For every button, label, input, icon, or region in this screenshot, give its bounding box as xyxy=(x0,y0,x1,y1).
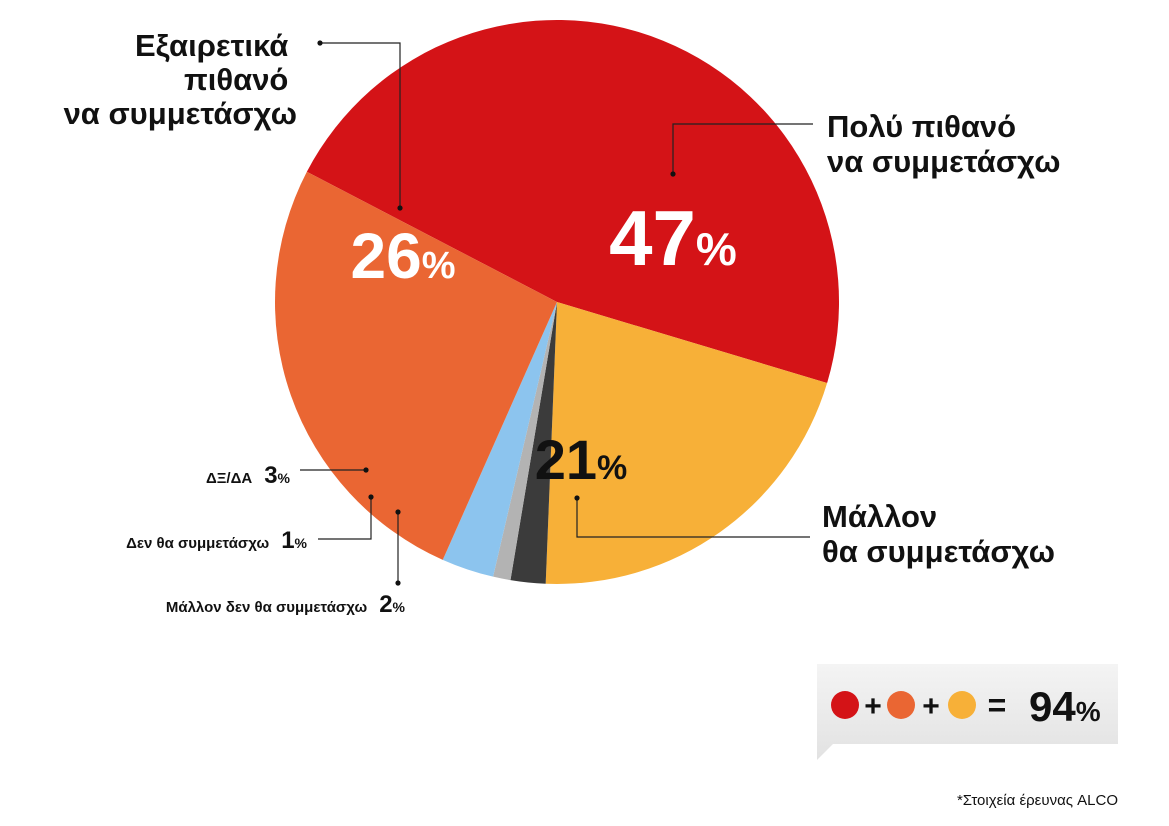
label-value: 1 xyxy=(281,527,294,554)
value-percent: % xyxy=(696,223,737,275)
summary-dot-orange xyxy=(887,691,915,719)
summary-plus: + xyxy=(922,690,940,723)
label-rather-will: Μάλλον θα συμμετάσχω xyxy=(822,499,1055,569)
value-label-very-likely: 47% xyxy=(609,194,737,282)
summary-dot-red xyxy=(831,691,859,719)
source-note: *Στοιχεία έρευνας ALCO xyxy=(957,792,1118,809)
leader-very-likely xyxy=(672,123,813,174)
value-label-rather-will: 21% xyxy=(535,428,628,491)
category-labels: Εξαιρετικά πιθανό να συμμετάσχω Πολύ πιθ… xyxy=(64,28,1061,618)
label-line: να συμμετάσχω xyxy=(827,144,1060,179)
summary-total-number: 94 xyxy=(1029,683,1076,730)
label-will-not: Δεν θα συμμετάσχω 1% xyxy=(126,527,307,554)
label-text: Δεν θα συμμετάσχω xyxy=(126,535,269,552)
label-percent: % xyxy=(393,599,406,615)
summary-equals: = xyxy=(988,687,1007,723)
label-line: Μάλλον xyxy=(822,499,937,534)
value-label-extremely-likely: 26% xyxy=(351,220,456,292)
leader-dot-extremely-likely xyxy=(397,205,403,211)
leader-dot-rather-not xyxy=(395,509,401,515)
leader-dot-dont-know xyxy=(363,467,369,473)
label-percent: % xyxy=(295,535,308,551)
summary-total: 94% xyxy=(1029,683,1101,730)
slice-rather-not xyxy=(510,302,557,584)
leader-dot-will-not xyxy=(368,494,374,500)
label-line: Εξαιρετικά xyxy=(135,28,288,63)
slice-value-labels: 47% 21% 26% xyxy=(351,194,737,491)
label-percent: % xyxy=(278,470,291,486)
leader-will-not xyxy=(318,497,372,540)
leader-dot-extremely-likely-end xyxy=(317,40,323,46)
leader-rather-will xyxy=(576,498,810,538)
label-rather-not: Μάλλον δεν θα συμμετάσχω 2% xyxy=(166,591,406,618)
value-number: 47 xyxy=(609,194,696,282)
summary-dot-yellow xyxy=(948,691,976,719)
leader-lines xyxy=(300,40,813,586)
label-dont-know: ΔΞ/ΔΑ 3% xyxy=(206,462,291,489)
leader-dot-very-likely xyxy=(670,171,676,177)
slice-extremely-likely xyxy=(274,171,557,560)
summary-total-percent: % xyxy=(1076,696,1101,727)
label-text: Μάλλον δεν θα συμμετάσχω xyxy=(166,599,368,616)
value-percent: % xyxy=(597,449,627,487)
value-number: 21 xyxy=(535,428,597,491)
leader-dot-rather-will xyxy=(574,495,580,501)
label-very-likely: Πολύ πιθανό να συμμετάσχω xyxy=(827,109,1060,179)
label-value: 2 xyxy=(379,591,392,618)
label-line: πιθανό xyxy=(184,62,288,97)
label-line: να συμμετάσχω xyxy=(64,96,297,131)
leader-extremely-likely xyxy=(320,42,401,208)
slice-very-likely xyxy=(306,19,840,384)
leader-dot-rather-not-end xyxy=(395,580,401,586)
summary-box: + + = 94% xyxy=(817,664,1118,760)
pie-slices xyxy=(274,19,840,584)
slice-will-not xyxy=(493,302,557,581)
slice-rather-will xyxy=(545,302,828,584)
summary-plus: + xyxy=(864,690,882,723)
label-text: ΔΞ/ΔΑ xyxy=(206,470,252,487)
label-value: 3 xyxy=(264,462,277,489)
label-extremely-likely: Εξαιρετικά πιθανό να συμμετάσχω xyxy=(64,28,297,131)
label-line: θα συμμετάσχω xyxy=(822,534,1055,569)
value-number: 26 xyxy=(351,220,422,292)
value-percent: % xyxy=(422,245,456,287)
label-line: Πολύ πιθανό xyxy=(827,109,1016,144)
slice-dont-know xyxy=(442,302,557,577)
